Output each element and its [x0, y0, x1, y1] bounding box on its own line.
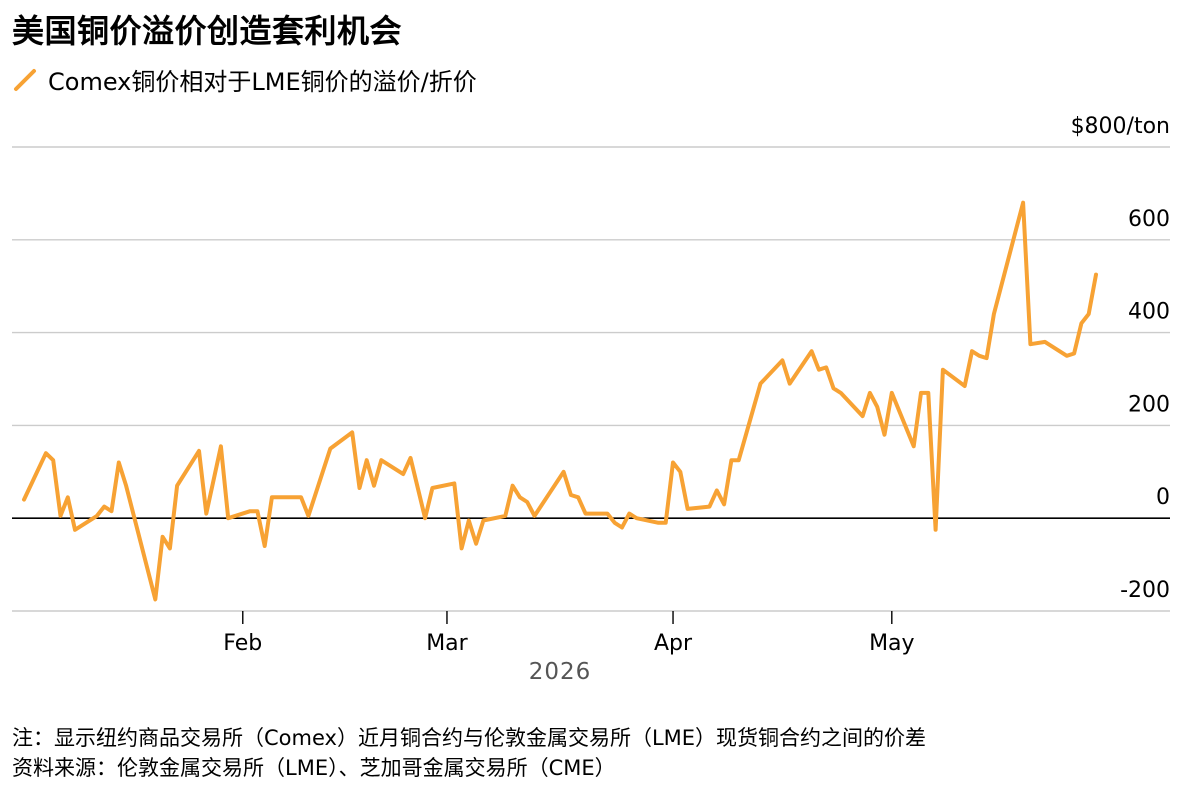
legend-line-icon — [14, 68, 36, 91]
y-tick-label: -200 — [1120, 578, 1170, 603]
x-axis-label: 2026 — [529, 659, 592, 685]
x-tick-label: May — [869, 631, 914, 656]
y-axis-labels: $800/ton 600 400 200 0 -200 — [1071, 114, 1170, 603]
x-tick-label: Feb — [223, 631, 262, 656]
x-tick-label: Mar — [426, 631, 468, 656]
series-line — [22, 200, 1098, 602]
line-chart: Feb Mar Apr May 2026 $800/ton 600 400 200 0 -200 — [12, 114, 1170, 685]
y-tick-label: $800/ton — [1071, 114, 1170, 139]
chart-title: 美国铜价溢价创造套利机会 — [12, 12, 403, 50]
y-tick-label: 0 — [1156, 485, 1170, 510]
gridlines — [12, 146, 1170, 612]
x-axis: Feb Mar Apr May 2026 — [223, 611, 915, 685]
y-tick-label: 600 — [1128, 207, 1170, 232]
chart-source: 资料来源：伦敦金属交易所（LME）、芝加哥金属交易所（CME） — [12, 756, 616, 780]
series-group — [22, 200, 1098, 602]
legend: Comex铜价相对于LME铜价的溢价/折价 — [12, 62, 477, 97]
x-tick-label: Apr — [654, 631, 693, 656]
y-tick-label: 200 — [1128, 392, 1170, 417]
legend-label: Comex铜价相对于LME铜价的溢价/折价 — [48, 68, 477, 96]
y-tick-label: 400 — [1128, 300, 1170, 325]
chart-note: 注：显示纽约商品交易所（Comex）近月铜合约与伦敦金属交易所（LME）现货铜合… — [12, 726, 927, 750]
